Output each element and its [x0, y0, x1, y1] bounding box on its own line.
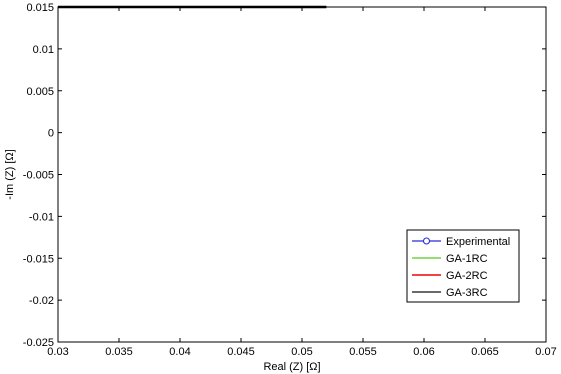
- x-tick-label: 0.03: [47, 346, 68, 358]
- legend: Experimental GA-1RC GA-2RC GA-3RC: [406, 229, 520, 303]
- y-tick-label: -0.01: [29, 211, 54, 223]
- y-tick-label: 0.01: [33, 44, 54, 56]
- x-tick-label: 0.055: [349, 346, 377, 358]
- x-tick-label: 0.07: [535, 346, 556, 358]
- y-tick-label: -0.005: [23, 170, 54, 182]
- y-tick-label: 0: [48, 128, 54, 140]
- y-axis-label: -Im (Z) [Ω]: [4, 149, 16, 199]
- x-tick-label: 0.065: [471, 346, 499, 358]
- y-tick-label: -0.025: [23, 337, 54, 349]
- legend-label: GA-2RC: [446, 270, 488, 282]
- x-tick-label: 0.05: [291, 346, 312, 358]
- legend-label: GA-3RC: [446, 287, 488, 299]
- x-axis-label: Real (Z) [Ω]: [263, 361, 320, 373]
- axes: 0.03 0.035 0.04 0.045 0.05 0.055 0.06 0.065 0.07…: [4, 2, 557, 373]
- x-tick-label: 0.04: [169, 346, 190, 358]
- legend-label: Experimental: [446, 236, 510, 248]
- y-tick-label: -0.015: [23, 253, 54, 265]
- y-tick-label: -0.02: [29, 295, 54, 307]
- y-tick-label: 0.005: [26, 86, 54, 98]
- legend-label: GA-1RC: [446, 253, 488, 265]
- y-tick-label: 0.015: [26, 2, 54, 14]
- x-tick-label: 0.035: [105, 346, 133, 358]
- x-tick-label: 0.06: [413, 346, 434, 358]
- legend-marker: [422, 237, 431, 245]
- x-tick-label: 0.045: [227, 346, 255, 358]
